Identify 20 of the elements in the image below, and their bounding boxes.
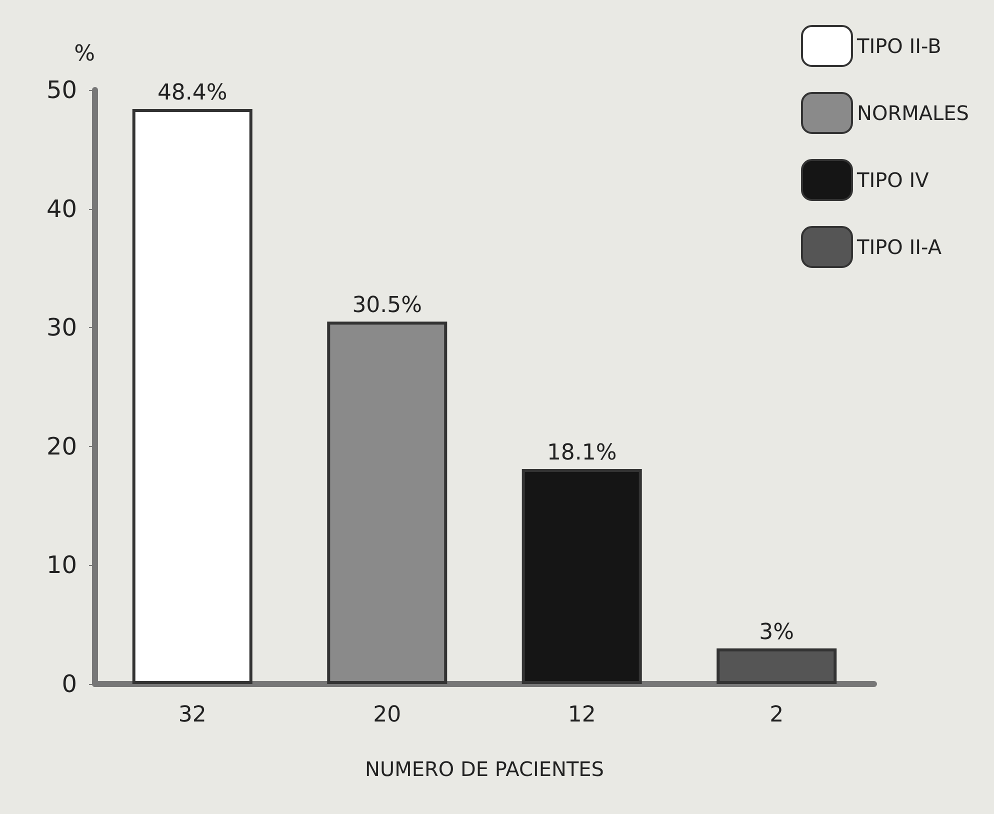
legend-label: TIPO II-A (856, 235, 942, 259)
legend-label: NORMALES (856, 101, 970, 125)
x-axis-title: NUMERO DE PACIENTES (364, 757, 604, 781)
x-tick-label: 2 (770, 702, 784, 728)
y-tick-label: 20 (46, 432, 77, 460)
x-tick-label: 12 (568, 702, 596, 728)
y-axis-title: % (74, 42, 95, 66)
y-tick-label: 50 (46, 76, 77, 104)
y-tick-label: 10 (46, 551, 77, 580)
x-tick-label: 32 (178, 702, 206, 728)
x-tick-label: 20 (373, 702, 402, 728)
data-label: 18.1% (546, 440, 617, 466)
legend-label: TIPO II-B (856, 34, 942, 58)
y-tick-label: 0 (62, 670, 77, 698)
y-tick-label: 30 (46, 314, 77, 342)
data-label: 48.4% (157, 80, 228, 106)
y-tick-label: 40 (46, 194, 77, 223)
data-label: 30.5% (352, 293, 422, 318)
data-label: 3% (759, 620, 794, 645)
legend-label: TIPO IV (856, 168, 930, 192)
